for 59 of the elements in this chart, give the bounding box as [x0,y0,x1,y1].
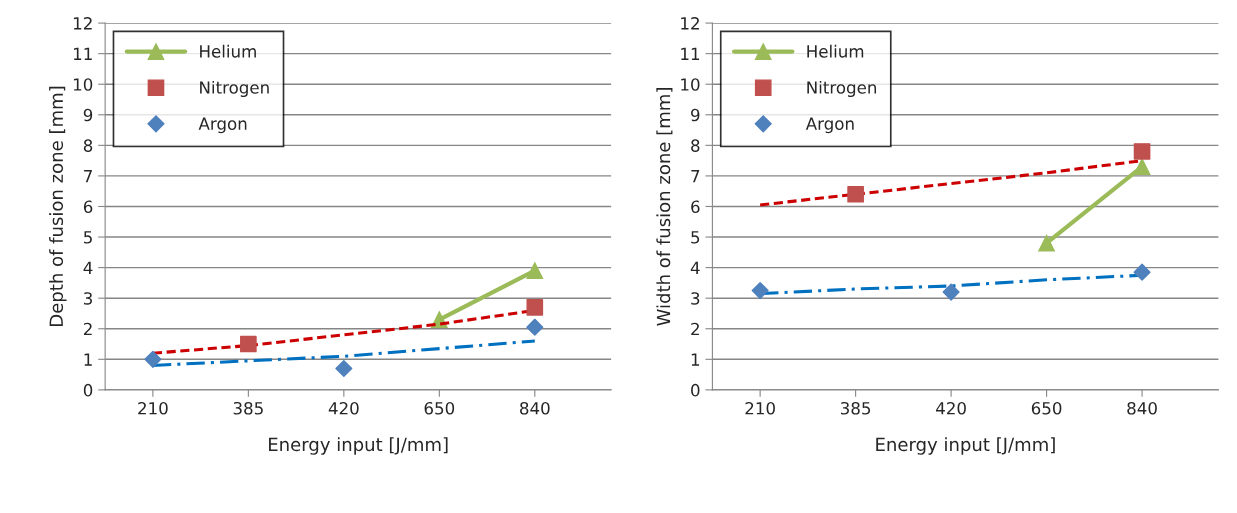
y-tick-label: 8 [691,139,700,152]
y-tick-label: 11 [73,47,92,60]
legend-label: Helium [200,44,256,58]
y-tick-label: 10 [73,78,93,91]
point [144,350,162,368]
point [1038,234,1055,252]
x-tick-label: 420 [936,401,966,415]
y-tick-label: 2 [691,322,699,336]
point [526,318,544,336]
x-tick-label: 385 [840,401,871,415]
point [240,335,257,353]
point [1133,263,1151,281]
point [526,299,544,316]
y-tick-label: 4 [83,261,93,274]
y-tick-label: 12 [73,17,92,30]
y-tick-label: 0 [83,383,93,397]
y-tick-label: 10 [681,78,700,91]
y-tick-label: 2 [83,322,92,336]
x-tick-label: 650 [1031,401,1062,415]
x-tick-label: 840 [520,401,550,415]
legend-label: Nitrogen [200,80,269,98]
point [335,359,353,378]
y-tick-label: 9 [83,108,93,122]
x-tick-label: 840 [1127,401,1157,415]
y-tick-label: 5 [691,231,700,244]
y-tick-label: 7 [691,170,700,183]
legend-label: Helium [807,44,864,58]
y-tick-label: 6 [83,200,93,214]
point [751,281,769,300]
point [1133,143,1151,160]
x-axis-title: Energy input [J/mm] [269,437,448,455]
x-tick-label: 650 [424,401,455,415]
y-axis-title: Width of fusion zone [mm] [656,88,673,326]
x-tick-label: 385 [233,401,263,415]
y-tick-label: 9 [691,108,700,122]
y-tick-label: 1 [691,353,700,366]
y-tick-label: 4 [690,261,700,274]
y-tick-label: 11 [681,47,700,60]
x-axis-title: Energy input [J/mm] [876,437,1055,455]
y-tick-label: 1 [84,353,92,366]
legend-label: Nitrogen [807,80,877,98]
y-tick-label: 12 [681,17,699,30]
y-tick-label: 7 [84,170,92,183]
legend-label: Argon [805,117,854,134]
y-tick-label: 5 [84,231,92,244]
legend-label: Argon [198,117,247,134]
point [942,283,960,301]
x-tick-label: 210 [138,401,168,415]
y-tick-label: 8 [83,139,93,152]
y-tick-label: 3 [691,292,700,305]
y-tick-label: 0 [691,383,700,397]
x-tick-label: 210 [745,401,775,415]
point [847,185,864,203]
point [526,262,544,280]
y-tick-label: 6 [691,200,700,214]
y-tick-label: 3 [84,292,92,305]
x-tick-label: 420 [328,401,359,415]
point [1133,158,1151,176]
y-axis-title: Depth of fusion zone [mm] [49,86,67,326]
